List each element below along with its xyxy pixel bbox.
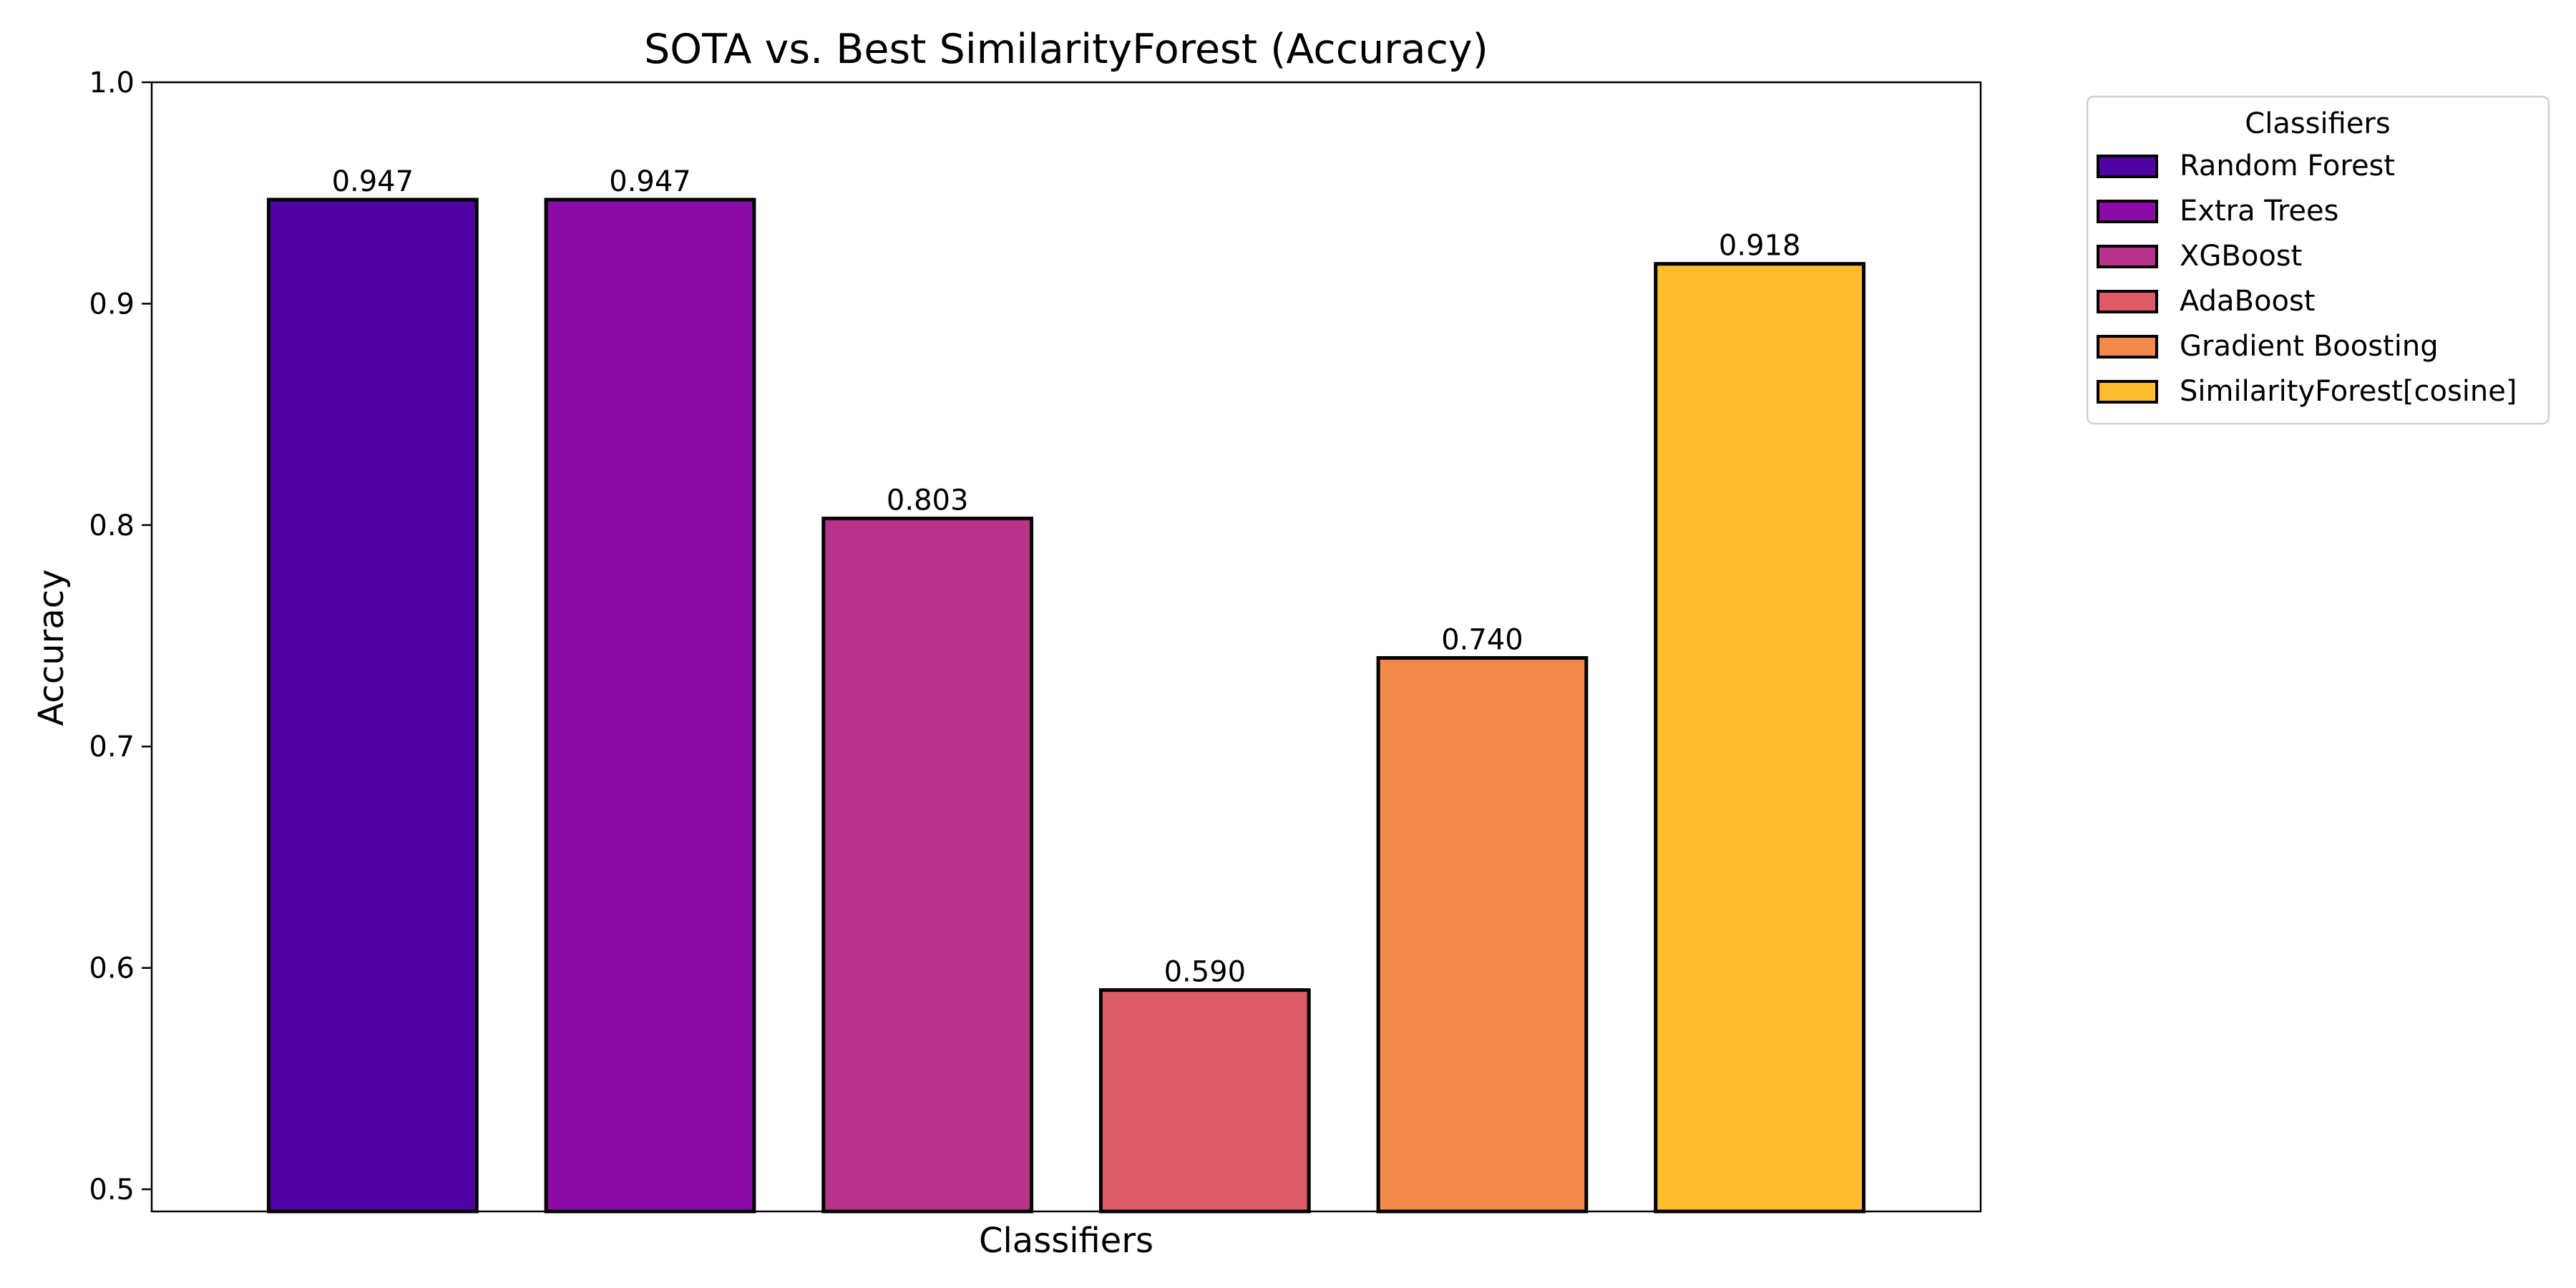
y-tick-label: 0.8 xyxy=(89,509,135,542)
legend-label: AdaBoost xyxy=(2180,285,2315,318)
bar xyxy=(1098,988,1311,1214)
chart-title: SOTA vs. Best SimilarityForest (Accuracy… xyxy=(644,26,1488,73)
bar-value-label: 0.740 xyxy=(1441,623,1523,656)
legend-swatch xyxy=(2097,245,2158,268)
bar xyxy=(266,197,479,1214)
y-tick-label: 0.7 xyxy=(89,731,135,763)
y-tick-label: 0.9 xyxy=(89,288,135,321)
legend-swatch xyxy=(2097,200,2158,223)
legend-label: Extra Trees xyxy=(2180,195,2338,228)
legend-swatch xyxy=(2097,290,2158,313)
y-axis-ticks: 0.5 0.6 0.7 0.8 0.9 1.0 xyxy=(89,67,152,1206)
bar-series xyxy=(266,197,1866,1214)
bar-value-label: 0.947 xyxy=(609,165,691,198)
bar-value-label: 0.803 xyxy=(887,484,969,517)
bar xyxy=(1376,655,1589,1214)
y-axis-label: Accuracy xyxy=(31,569,72,726)
legend-label: XGBoost xyxy=(2180,240,2302,273)
y-tick-label: 0.6 xyxy=(89,952,135,985)
legend-box xyxy=(2086,95,2550,425)
bar-value-label: 0.918 xyxy=(1719,230,1801,263)
bar-value-labels: 0.947 0.947 0.803 0.590 0.740 0.918 xyxy=(332,165,1801,989)
legend-swatch xyxy=(2097,335,2158,358)
legend-label: Gradient Boosting xyxy=(2180,330,2439,363)
legend-title: Classifiers xyxy=(2245,107,2390,140)
bar-value-label: 0.947 xyxy=(332,165,414,198)
y-tick-label: 1.0 xyxy=(89,67,135,99)
bar-value-label: 0.590 xyxy=(1164,956,1246,989)
y-tick-label: 0.5 xyxy=(89,1174,135,1206)
plot-frame xyxy=(150,81,1982,1213)
legend-label: SimilarityForest[cosine] xyxy=(2180,375,2517,408)
x-axis-label: Classifiers xyxy=(979,1221,1153,1261)
bar xyxy=(544,197,756,1214)
legend-label: Random Forest xyxy=(2180,150,2395,182)
legend: Classifiers Random Forest Extra Trees XGBo… xyxy=(2086,95,2550,425)
legend-swatch xyxy=(2097,155,2158,178)
legend-items: Random Forest Extra Trees XGBoost AdaBoost G… xyxy=(2097,150,2517,408)
bar xyxy=(1654,262,1866,1214)
bar xyxy=(821,517,1034,1214)
legend-swatch xyxy=(2097,380,2158,404)
